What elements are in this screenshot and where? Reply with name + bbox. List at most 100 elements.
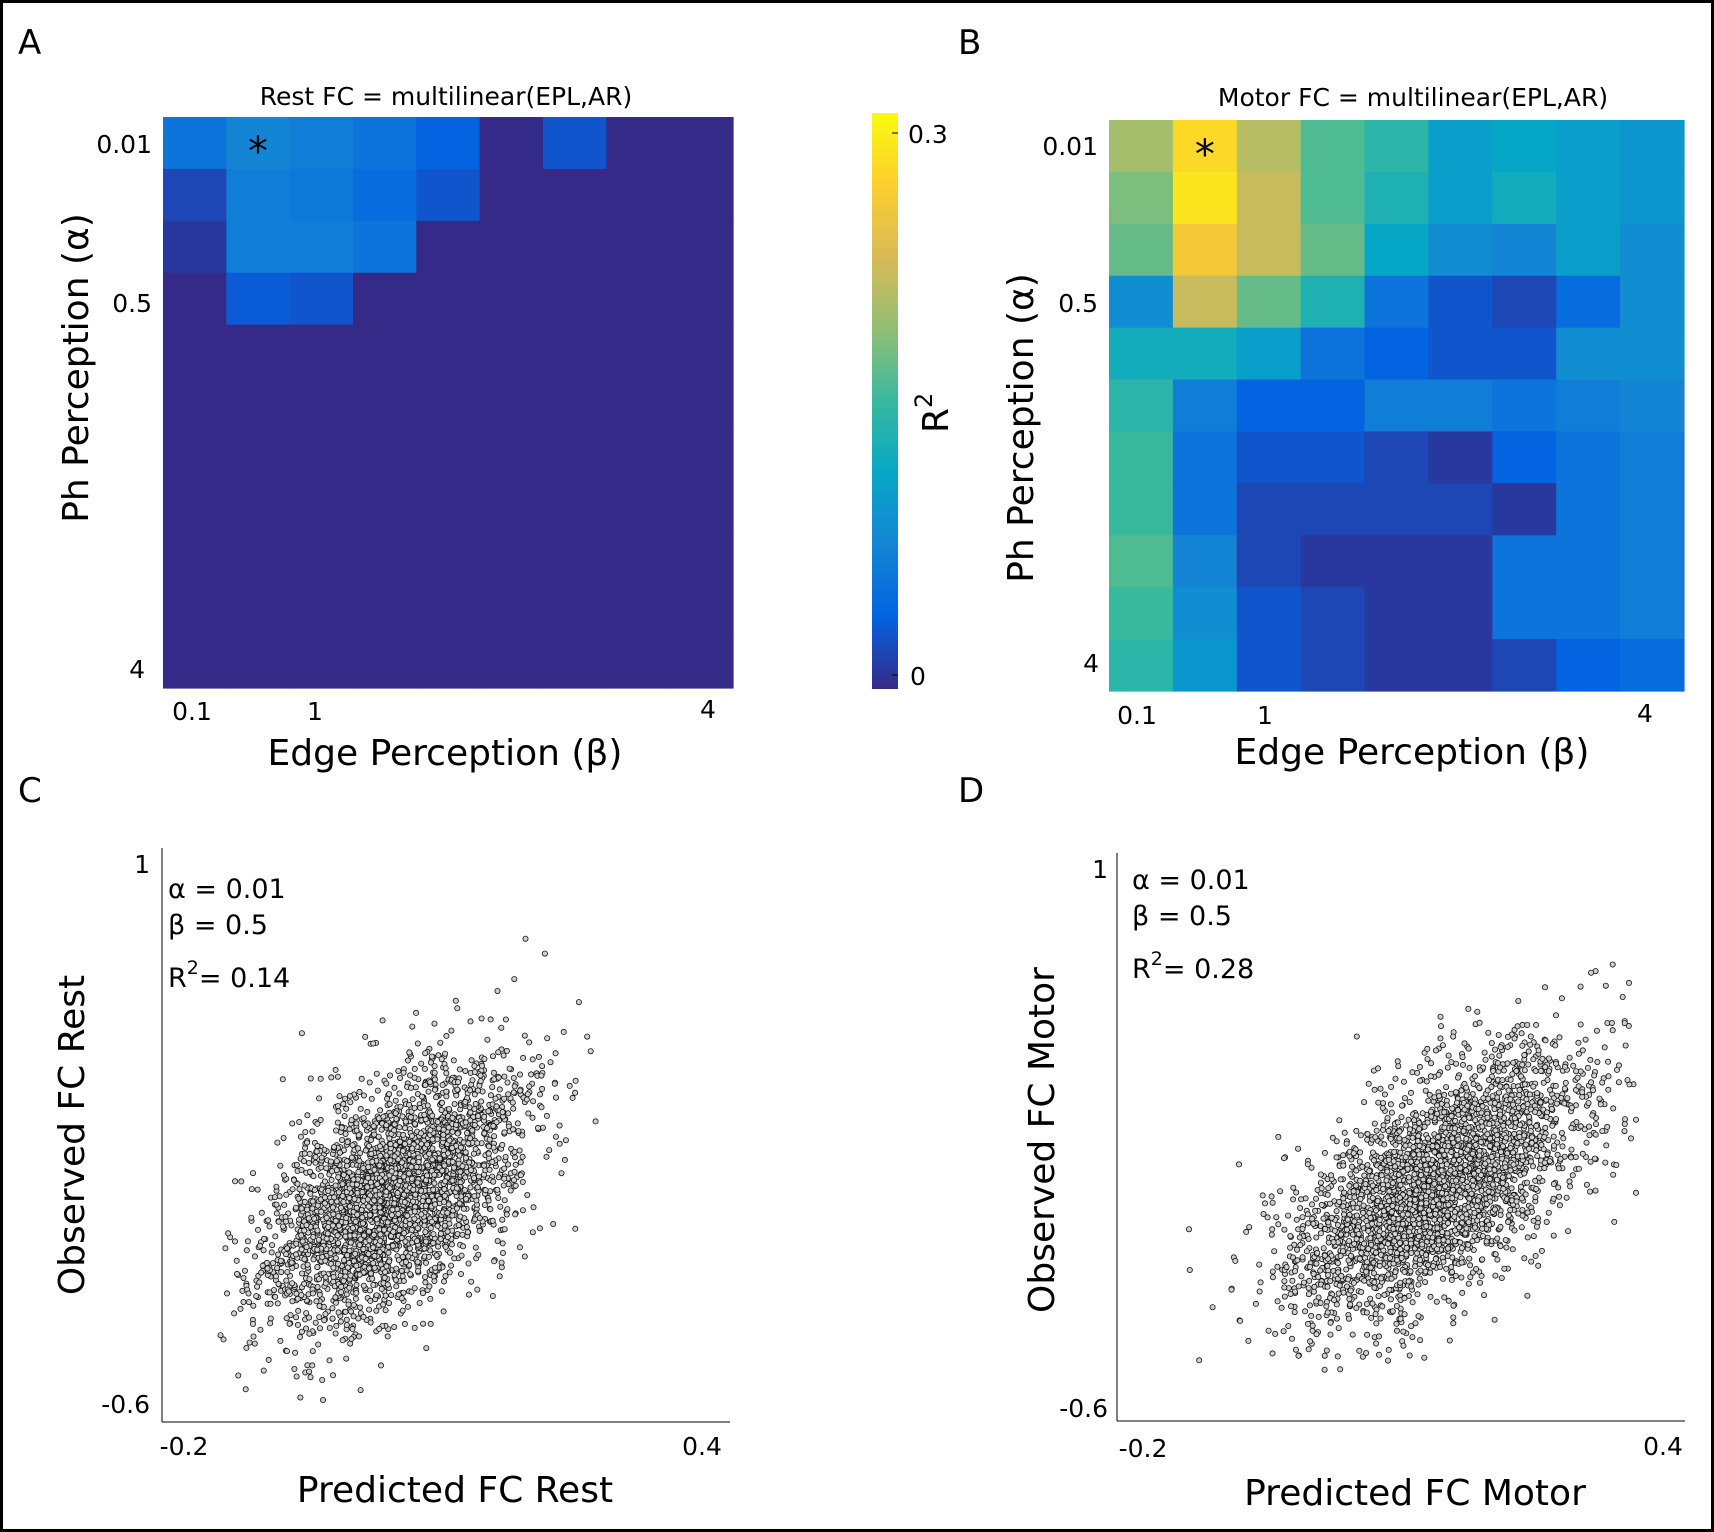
scatter-point xyxy=(1565,1228,1572,1235)
scatter-point xyxy=(365,1203,372,1210)
scatter-point xyxy=(298,1328,305,1335)
scatter-point xyxy=(343,1322,350,1329)
scatter-point xyxy=(494,988,501,995)
scatter-point xyxy=(331,1144,338,1151)
scatter-point xyxy=(267,1300,274,1307)
scatter-point xyxy=(503,1047,510,1054)
scatter-point xyxy=(294,1321,301,1328)
heatmap-cell xyxy=(1236,275,1302,329)
heatmap-cell xyxy=(669,480,734,533)
scatter-point xyxy=(271,1194,278,1201)
heatmap-cell xyxy=(226,480,291,533)
scatter-point xyxy=(297,1394,304,1401)
colorbar-tick-0: 0.3 xyxy=(908,120,948,149)
scatter-point xyxy=(359,1189,366,1196)
scatter-point xyxy=(231,1238,238,1245)
heatmap-cell xyxy=(543,428,607,481)
scatter-point xyxy=(395,1068,402,1075)
scatter-point xyxy=(462,1174,469,1181)
scatter-point xyxy=(359,1220,366,1227)
heatmap-cell xyxy=(416,220,481,274)
scatter-point xyxy=(522,935,529,942)
panel-d-scatter: 1 -0.6 -0.2 0.4 Predicted FC Motor Obser… xyxy=(1022,853,1685,1514)
panel-a-xtick-0: 0.1 xyxy=(172,697,212,726)
heatmap-cell xyxy=(163,636,227,689)
scatter-point xyxy=(500,1182,507,1189)
scatter-point xyxy=(521,1253,528,1260)
scatter-point xyxy=(489,1158,496,1165)
scatter-point xyxy=(487,1016,494,1023)
scatter-point xyxy=(377,1231,384,1238)
scatter-point xyxy=(1530,1217,1537,1224)
scatter-point xyxy=(418,1211,425,1218)
scatter-point xyxy=(351,1196,358,1203)
scatter-point xyxy=(295,1195,302,1202)
scatter-point xyxy=(257,1326,264,1333)
scatter-point xyxy=(301,1280,308,1287)
heatmap-cell xyxy=(226,220,291,274)
scatter-point xyxy=(501,1129,508,1136)
scatter-point xyxy=(286,1320,293,1327)
scatter-point xyxy=(306,1330,313,1337)
scatter-point xyxy=(317,1075,324,1082)
scatter-point xyxy=(1432,1047,1439,1054)
scatter-point xyxy=(517,1071,524,1078)
heatmap-cell xyxy=(1428,587,1493,640)
heatmap-cell xyxy=(163,324,227,378)
scatter-point xyxy=(343,1316,350,1323)
scatter-point xyxy=(1575,1039,1582,1046)
scatter-point xyxy=(1628,1135,1635,1142)
scatter-point xyxy=(292,1204,299,1211)
scatter-point xyxy=(1421,1354,1428,1361)
scatter-point xyxy=(407,1114,414,1121)
scatter-point xyxy=(1356,1255,1363,1262)
scatter-point xyxy=(275,1280,282,1287)
heatmap-cell xyxy=(1364,275,1430,329)
scatter-point xyxy=(334,1260,341,1267)
scatter-point xyxy=(384,1219,391,1226)
scatter-point xyxy=(329,1222,336,1229)
scatter-point xyxy=(562,1137,569,1144)
scatter-point xyxy=(398,1267,405,1274)
scatter-point xyxy=(313,1298,320,1305)
scatter-point xyxy=(441,1162,448,1169)
scatter-point xyxy=(369,1275,376,1282)
scatter-point xyxy=(1446,1337,1453,1344)
scatter-point xyxy=(510,1126,517,1133)
scatter-point xyxy=(352,1114,359,1121)
scatter-point xyxy=(356,1242,363,1249)
scatter-point xyxy=(1588,1079,1595,1086)
scatter-point xyxy=(503,1211,510,1218)
scatter-point xyxy=(354,1211,361,1218)
scatter-point xyxy=(1541,1165,1548,1172)
scatter-point xyxy=(336,1093,343,1100)
scatter-point xyxy=(467,1184,474,1191)
scatter-point xyxy=(303,1139,310,1146)
scatter-point xyxy=(246,1339,253,1346)
scatter-point xyxy=(301,1256,308,1263)
heatmap-cell xyxy=(1300,327,1366,381)
scatter-point xyxy=(1398,1114,1405,1121)
scatter-point xyxy=(399,1253,406,1260)
scatter-point xyxy=(1521,1052,1528,1059)
scatter-point xyxy=(1368,1314,1375,1321)
scatter-point xyxy=(466,1159,473,1166)
scatter-point xyxy=(366,1079,373,1086)
scatter-point xyxy=(1510,1059,1517,1066)
scatter-point xyxy=(303,1310,310,1317)
scatter-point xyxy=(444,1150,451,1157)
scatter-point xyxy=(411,1105,418,1112)
heatmap-cell xyxy=(416,168,481,222)
scatter-point xyxy=(445,1124,452,1131)
heatmap-cell xyxy=(1364,379,1430,433)
scatter-point xyxy=(1320,1245,1327,1252)
heatmap-cell xyxy=(1492,120,1557,173)
scatter-point xyxy=(558,1170,565,1177)
panel-b-heatmap: Motor FC = multilinear(EPL,AR) * 0.01 0.… xyxy=(1001,83,1685,773)
scatter-point xyxy=(1553,1012,1560,1019)
scatter-point xyxy=(1336,1117,1343,1124)
scatter-point xyxy=(431,1201,438,1208)
heatmap-cell xyxy=(606,324,671,378)
scatter-point xyxy=(1275,1133,1282,1140)
scatter-point xyxy=(455,1222,462,1229)
